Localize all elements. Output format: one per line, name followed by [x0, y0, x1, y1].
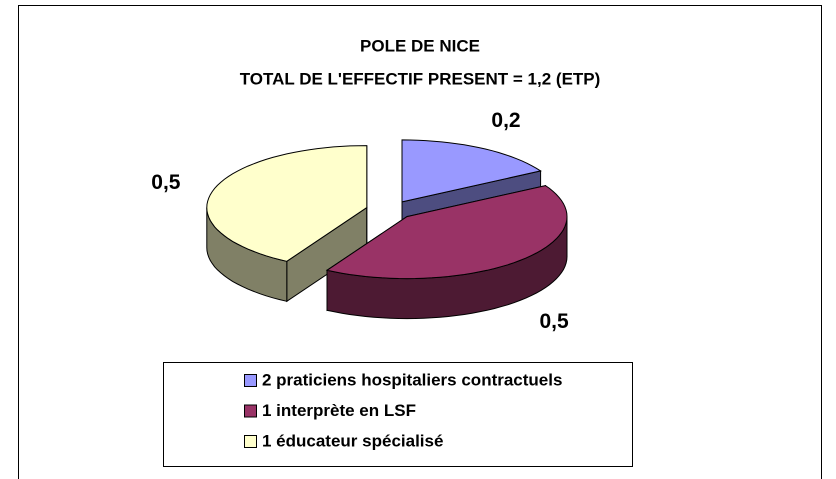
legend-swatch [244, 374, 257, 387]
chart-title: POLE DE NICE [360, 36, 480, 55]
legend-swatch [244, 404, 257, 418]
chart-subtitle: TOTAL DE L'EFFECTIF PRESENT = 1,2 (ETP) [240, 69, 601, 88]
slice [325, 185, 568, 280]
data-label: 0,5 [151, 171, 181, 194]
slice [401, 139, 542, 203]
legend-box [163, 362, 633, 467]
data-label: 0,5 [539, 310, 569, 333]
slice [206, 145, 368, 262]
legend-swatch [244, 435, 257, 448]
data-label: 0,2 [491, 109, 520, 132]
legend-label: 2 praticiens hospitaliers contractuels [262, 370, 562, 389]
legend-label: 1 éducateur spécialisé [262, 431, 443, 450]
legend-label: 1 interprète en LSF [262, 401, 416, 420]
